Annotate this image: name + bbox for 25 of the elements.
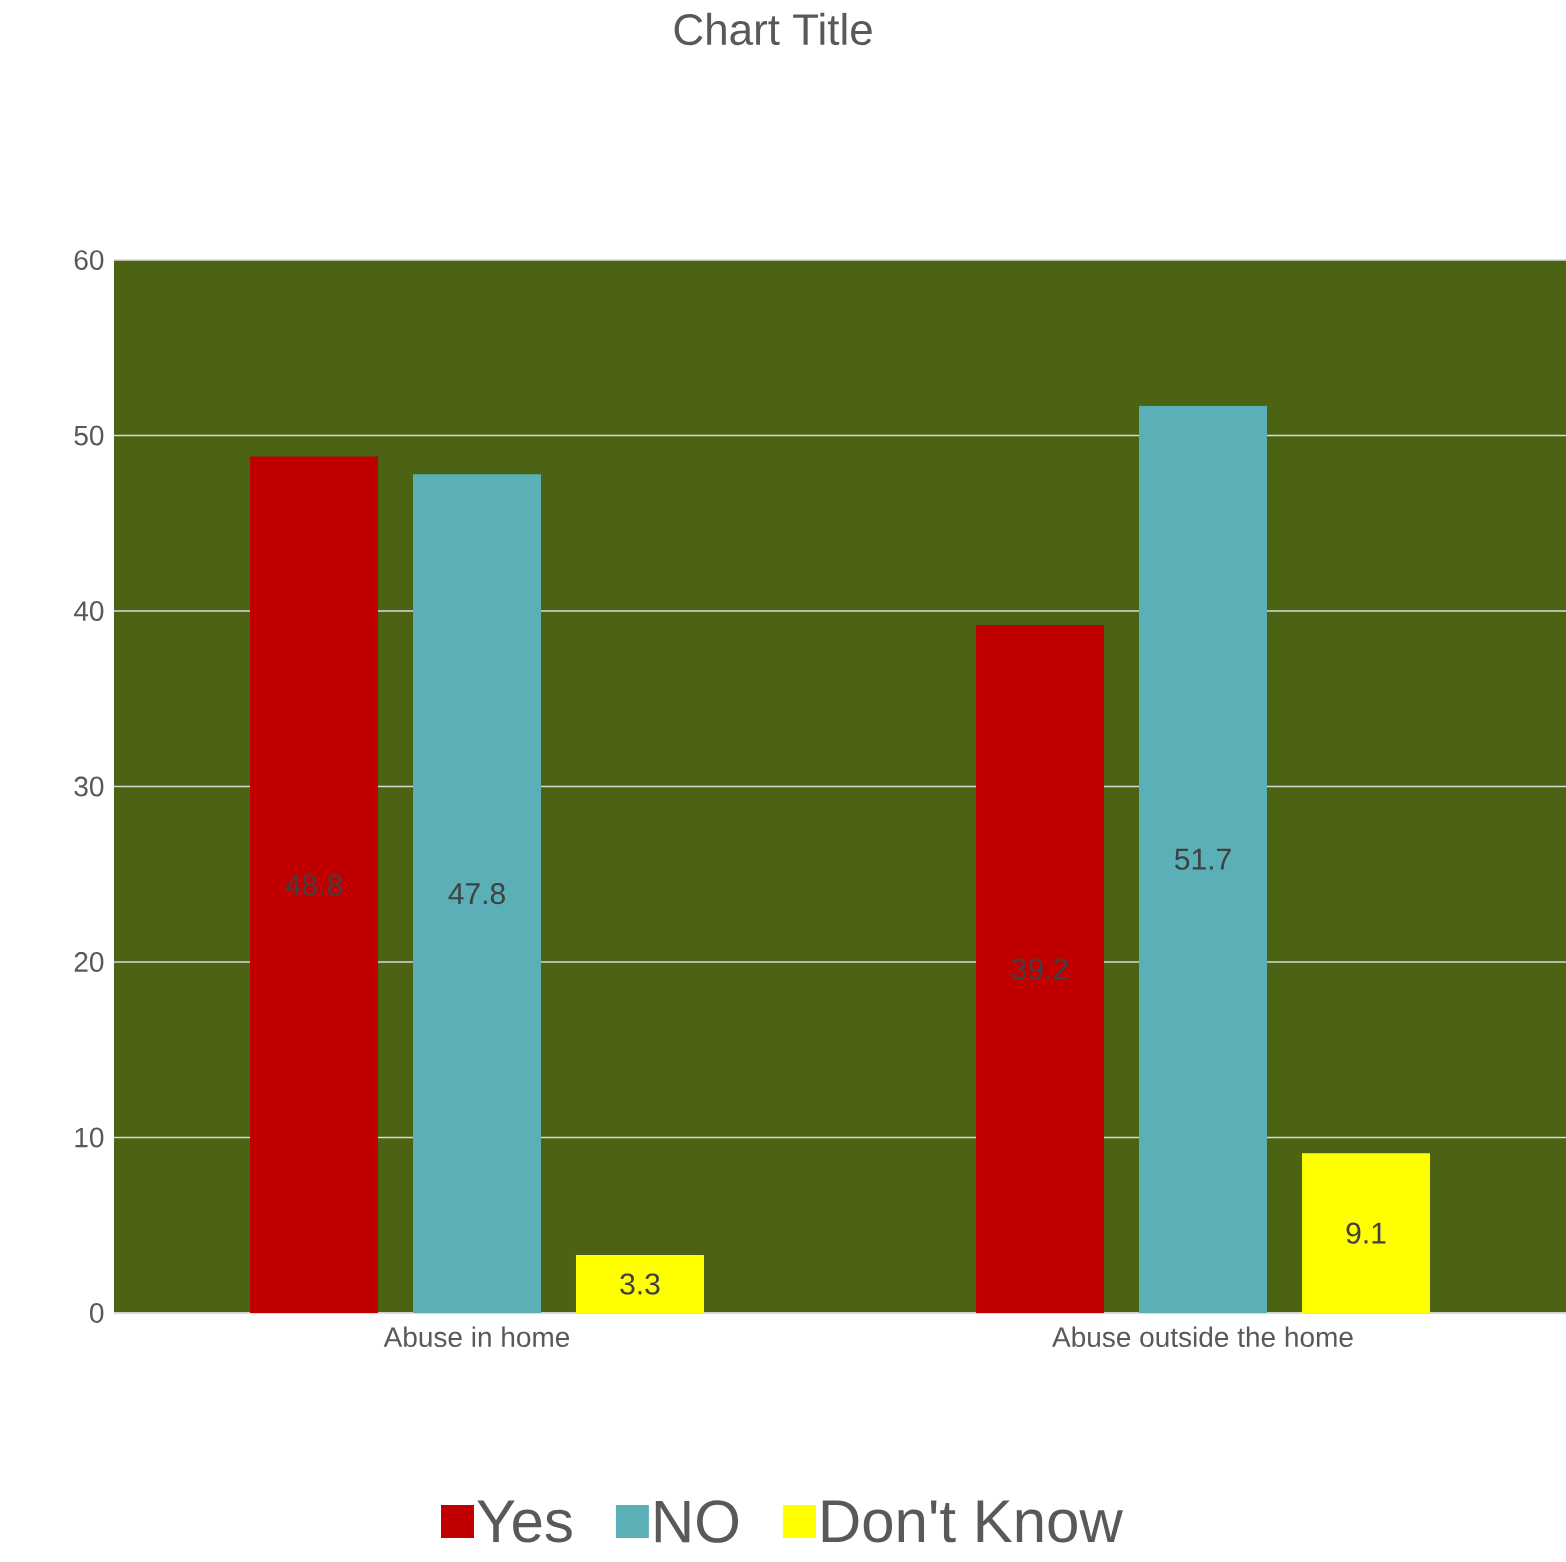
y-tick-label: 10 (75, 1127, 104, 1148)
y-tick-label: 30 (74, 776, 104, 797)
data-label: 47.8 (448, 882, 505, 905)
bar (413, 474, 541, 1313)
y-tick-label: 20 (74, 952, 104, 972)
x-tick-label: Abuse outside the home (1052, 1326, 1353, 1348)
data-label: 9.1 (1346, 1222, 1386, 1244)
bar (976, 625, 1105, 1313)
bar (1302, 1153, 1430, 1313)
bar (575, 1255, 704, 1313)
legend-label: NO (655, 1500, 739, 1543)
y-tick-label: 40 (73, 601, 104, 621)
legend-label: Yes (477, 1500, 572, 1543)
y-tick-label: 50 (74, 425, 104, 446)
y-tick-label: 0 (90, 1303, 104, 1323)
y-tick-label: 60 (74, 250, 104, 270)
data-label: 3.3 (620, 1273, 660, 1295)
data-label: 48.8 (285, 874, 342, 896)
bar (1139, 405, 1267, 1313)
bar (250, 456, 379, 1313)
data-label: 51.7 (1175, 848, 1231, 870)
chart-title: Chart Title (674, 12, 872, 46)
x-tick-label: Abuse in home (383, 1326, 570, 1348)
data-label: 39.2 (1011, 958, 1068, 980)
legend-label: Don't Know (822, 1500, 1123, 1543)
